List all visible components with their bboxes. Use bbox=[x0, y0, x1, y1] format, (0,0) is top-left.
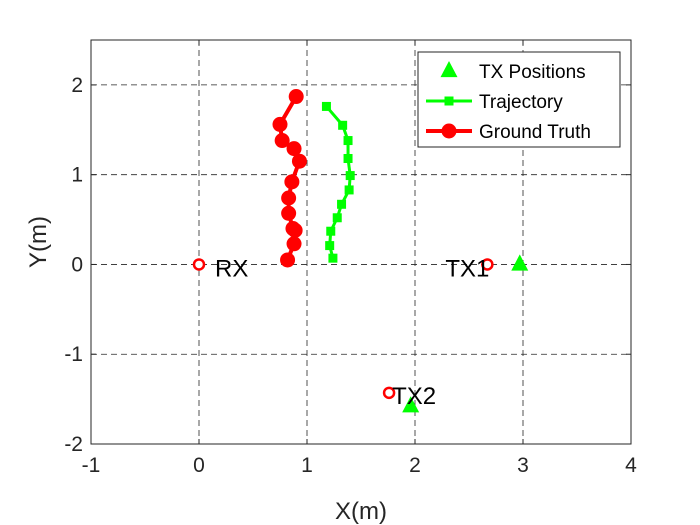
legend-label: Trajectory bbox=[479, 92, 563, 113]
ground-truth-point bbox=[286, 236, 302, 252]
x-tick-label: -1 bbox=[82, 454, 101, 477]
tx-position-marker bbox=[511, 254, 529, 271]
y-tick-label: -2 bbox=[64, 433, 83, 456]
trajectory-point bbox=[325, 241, 335, 251]
trajectory-point bbox=[344, 185, 354, 195]
legend-label: TX Positions bbox=[479, 62, 586, 83]
trajectory-point bbox=[345, 171, 355, 181]
tx-position-marker bbox=[402, 396, 420, 413]
legend-circle-icon bbox=[441, 123, 457, 139]
point-label: RX bbox=[215, 255, 248, 282]
trajectory-point bbox=[337, 199, 347, 209]
trajectory-point bbox=[321, 101, 331, 111]
legend-triangle-icon bbox=[440, 60, 458, 78]
grid-lines bbox=[91, 40, 631, 445]
point-marker bbox=[481, 258, 494, 271]
ground-truth-point bbox=[280, 252, 296, 268]
axes-box bbox=[90, 39, 632, 445]
legend-entry: Ground Truth bbox=[426, 122, 591, 143]
ground-truth-point bbox=[286, 141, 302, 157]
x-tick-label: 1 bbox=[301, 454, 313, 477]
trajectory-point bbox=[326, 226, 336, 236]
legend-label: Ground Truth bbox=[479, 122, 591, 143]
legend-square-icon bbox=[444, 96, 454, 106]
ground-truth-point bbox=[281, 205, 297, 221]
point-label: TX1 bbox=[445, 255, 489, 282]
legend-entry: TX Positions bbox=[440, 60, 586, 83]
ground-truth-point bbox=[284, 174, 300, 190]
legend-entry: Trajectory bbox=[426, 92, 563, 113]
ground-truth-point bbox=[274, 133, 290, 149]
labeled-points: RX TX1 TX2 bbox=[192, 255, 494, 410]
trajectory-point bbox=[328, 253, 338, 263]
point-tx2: TX2 bbox=[382, 383, 436, 410]
trajectory-point bbox=[343, 136, 353, 146]
x-tick-label: 2 bbox=[409, 454, 421, 477]
trajectory-point bbox=[332, 213, 342, 223]
point-rx: RX bbox=[192, 255, 248, 282]
y-axis-label: Y(m) bbox=[25, 216, 52, 268]
y-tick-label: 1 bbox=[71, 164, 83, 187]
ground-truth-point bbox=[288, 89, 304, 105]
series-layer bbox=[272, 89, 529, 413]
series-trajectory bbox=[321, 101, 355, 263]
x-axis-label: X(m) bbox=[335, 498, 387, 525]
legend: TX Positions Trajectory Ground Truth bbox=[417, 51, 621, 148]
y-tick-label: 0 bbox=[71, 253, 83, 276]
x-tick-label: 0 bbox=[193, 454, 205, 477]
ground-truth-point bbox=[291, 153, 307, 169]
point-label: TX2 bbox=[392, 383, 436, 410]
ground-truth-point bbox=[272, 116, 288, 132]
series-tx-positions bbox=[402, 254, 529, 413]
x-tick-label: 3 bbox=[517, 454, 529, 477]
x-tick-label: 4 bbox=[625, 454, 637, 477]
ground-truth-point bbox=[281, 190, 297, 206]
y-tick-label: -1 bbox=[64, 343, 83, 366]
point-marker bbox=[192, 258, 206, 271]
series-ground-truth bbox=[272, 89, 307, 268]
trajectory-point bbox=[338, 120, 348, 130]
point-tx1: TX1 bbox=[445, 255, 494, 282]
point-marker bbox=[382, 386, 396, 400]
trajectory-point bbox=[343, 154, 353, 164]
y-tick-label: 2 bbox=[71, 74, 83, 97]
ground-truth-point bbox=[287, 222, 303, 238]
